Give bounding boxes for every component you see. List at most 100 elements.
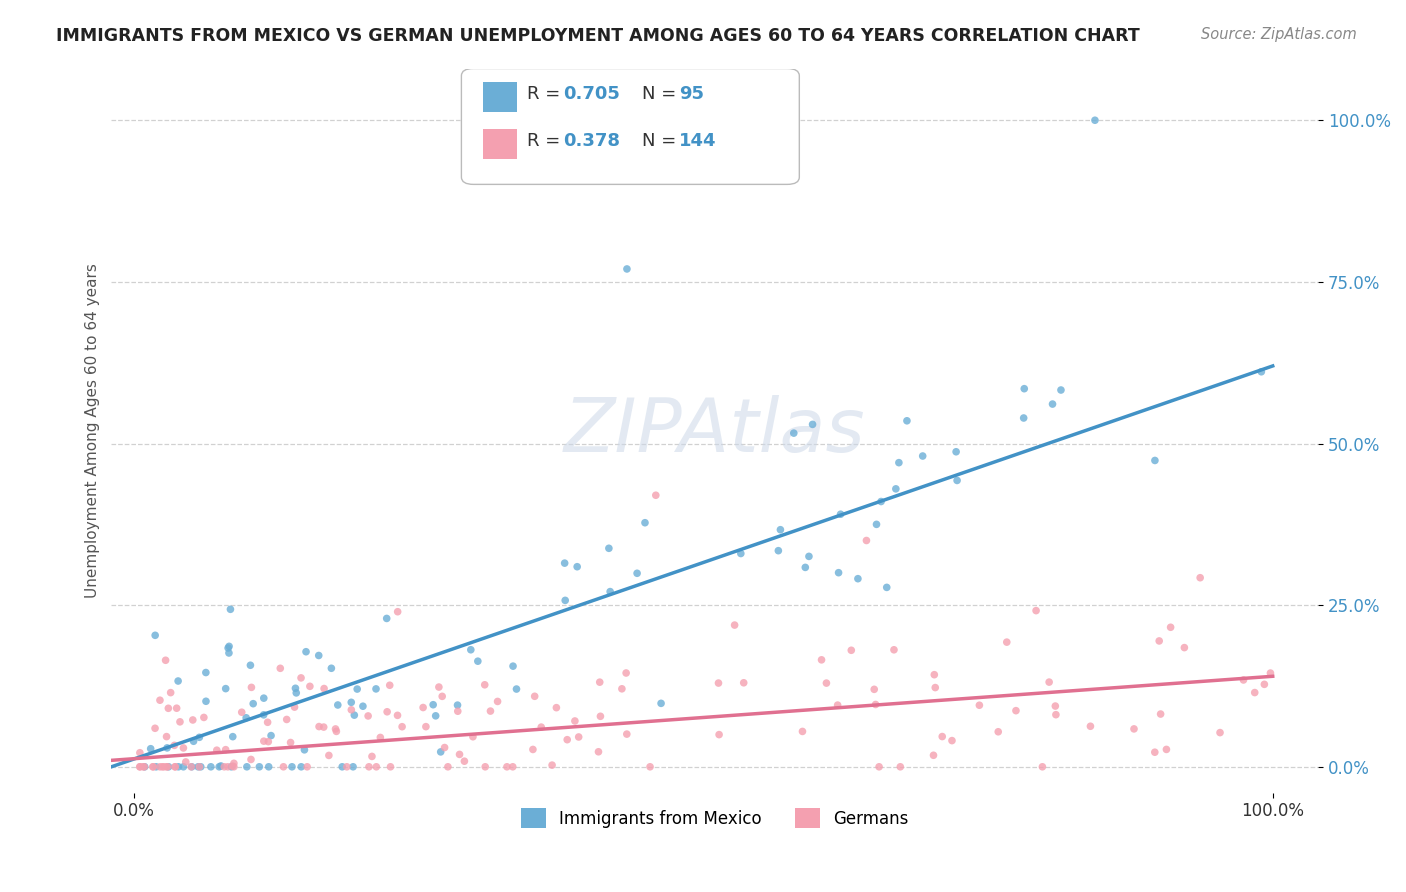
Point — [855, 533, 877, 548]
Point — [1025, 604, 1047, 618]
Point — [792, 724, 814, 739]
Point — [707, 676, 730, 690]
Point — [461, 730, 484, 744]
Point — [1012, 411, 1035, 425]
Point — [157, 760, 180, 774]
Point — [156, 740, 179, 755]
Point — [1160, 620, 1182, 634]
Point — [870, 494, 893, 508]
Point — [321, 661, 343, 675]
Point — [896, 414, 918, 428]
Point — [239, 658, 262, 673]
Point — [240, 681, 263, 695]
Point — [295, 645, 318, 659]
Point — [1156, 742, 1178, 756]
Point — [188, 760, 211, 774]
Point — [357, 760, 380, 774]
Point — [634, 516, 657, 530]
Point — [364, 681, 387, 696]
Point — [830, 507, 852, 521]
Point — [284, 681, 307, 696]
Point — [1012, 382, 1035, 396]
Point — [969, 698, 991, 713]
Point — [308, 648, 330, 663]
Text: 144: 144 — [679, 132, 716, 150]
Point — [222, 730, 245, 744]
Point — [1250, 365, 1272, 379]
Point — [340, 703, 363, 717]
Point — [467, 654, 489, 668]
Point — [502, 659, 524, 673]
Point — [163, 739, 186, 753]
Point — [1149, 706, 1171, 721]
Point — [568, 730, 591, 744]
Point — [285, 686, 308, 700]
Point — [1080, 719, 1102, 733]
Text: 95: 95 — [679, 85, 703, 103]
Point — [169, 714, 191, 729]
Point — [589, 675, 612, 690]
Point — [474, 760, 496, 774]
Point — [884, 482, 907, 496]
Point — [1260, 666, 1282, 681]
Point — [1143, 745, 1166, 759]
Point — [422, 698, 444, 712]
Point — [342, 760, 364, 774]
Point — [610, 681, 633, 696]
Point — [437, 760, 460, 774]
Point — [941, 733, 963, 747]
Point — [474, 678, 496, 692]
Point — [768, 543, 790, 558]
Point — [555, 732, 578, 747]
Point — [889, 760, 911, 774]
Point — [217, 760, 239, 774]
Point — [172, 760, 194, 774]
Point — [214, 760, 236, 774]
Point — [564, 714, 586, 728]
Point — [987, 724, 1010, 739]
Point — [205, 743, 228, 757]
Point — [167, 673, 190, 688]
Point — [314, 681, 336, 696]
Legend: Immigrants from Mexico, Germans: Immigrants from Mexico, Germans — [515, 801, 915, 835]
Text: R =: R = — [527, 85, 565, 103]
Point — [188, 731, 211, 745]
Point — [153, 760, 176, 774]
Point — [486, 694, 509, 708]
Point — [1123, 722, 1146, 736]
Point — [946, 474, 969, 488]
Point — [139, 741, 162, 756]
Point — [432, 690, 454, 704]
Point — [446, 698, 468, 712]
Point — [1042, 397, 1064, 411]
Point — [924, 681, 946, 695]
Point — [325, 722, 347, 736]
Point — [626, 566, 648, 581]
Point — [217, 640, 239, 655]
Point — [273, 760, 295, 774]
Point — [166, 701, 188, 715]
Point — [340, 695, 363, 709]
Point — [616, 262, 638, 277]
Point — [479, 704, 502, 718]
Point — [128, 746, 150, 760]
Point — [167, 760, 190, 774]
Point — [247, 760, 270, 774]
Point — [180, 760, 202, 774]
Point — [865, 698, 887, 712]
Point — [330, 760, 353, 774]
Point — [142, 760, 165, 774]
Point — [174, 755, 197, 769]
Point — [143, 721, 166, 735]
Point — [1005, 704, 1028, 718]
Point — [209, 759, 232, 773]
Point — [449, 747, 471, 762]
Point — [945, 444, 967, 458]
Point — [425, 709, 447, 723]
Point — [222, 759, 245, 773]
Point — [598, 541, 620, 556]
Point — [1045, 699, 1067, 714]
Point — [150, 760, 173, 774]
Point — [567, 559, 589, 574]
Point — [134, 760, 156, 774]
